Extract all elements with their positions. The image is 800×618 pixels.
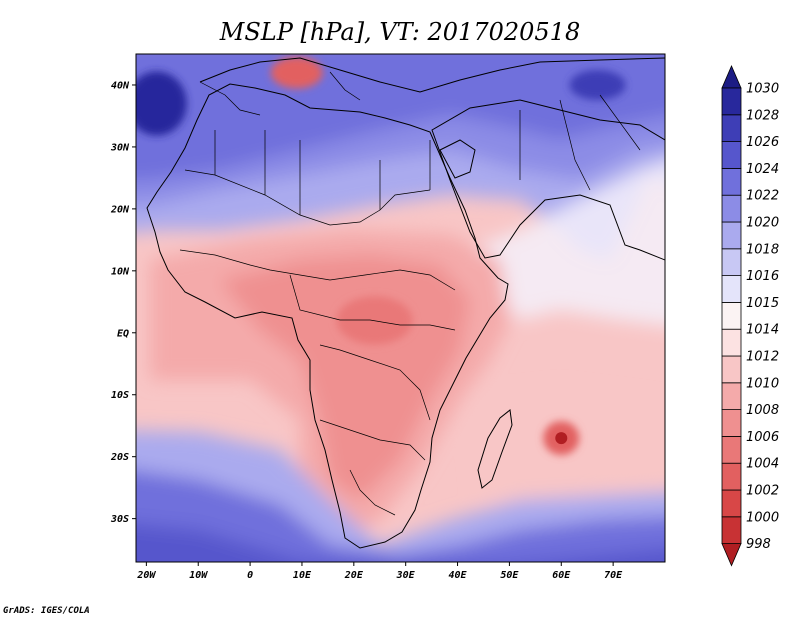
colorbar-swatch xyxy=(721,194,742,223)
x-tick-label: 0 xyxy=(247,570,253,581)
colorbar-label: 1024 xyxy=(746,162,779,177)
x-tick-label: 10E xyxy=(293,570,312,581)
pressure-field xyxy=(136,54,665,562)
chart-title: MSLP [hPa], VT: 2017020518 xyxy=(219,18,580,46)
colorbar-swatch xyxy=(721,301,742,330)
y-tick-label: 40N xyxy=(111,80,130,91)
feature-north-atlantic-high xyxy=(136,71,187,136)
asia-coastline xyxy=(431,99,665,261)
field-band-arabian-sea-1015 xyxy=(470,161,665,326)
field-band-north-1024 xyxy=(136,54,665,180)
border-sahel xyxy=(179,249,456,291)
y-tick-label: EQ xyxy=(117,328,129,339)
y-tick-label: 30S xyxy=(110,514,129,525)
coastlines xyxy=(146,57,665,549)
colorbar-swatch xyxy=(721,87,742,116)
colorbar-label: 1006 xyxy=(746,430,779,445)
border-middle-east xyxy=(519,94,641,191)
africa-coastline xyxy=(146,83,509,549)
colorbar: 998 1000 1002 1004 1006 1008 1010 1012 1014 1015 1… xyxy=(721,64,779,567)
y-tick-label: 20N xyxy=(110,204,130,215)
colorbar-swatch xyxy=(721,435,742,464)
y-tick-label: 30N xyxy=(110,142,130,153)
colorbar-swatch xyxy=(721,409,742,437)
border-southern-africa xyxy=(319,419,426,461)
colorbar-bottom-triangle xyxy=(721,543,742,567)
border-europe xyxy=(199,71,361,116)
colorbar-label: 998 xyxy=(746,537,771,552)
colorbar-label: 1016 xyxy=(746,269,779,284)
x-tick-label: 50E xyxy=(500,570,519,581)
credit-text: GrADS: IGES/COLA xyxy=(3,606,90,616)
plot-frame xyxy=(135,53,666,563)
x-tick-label: 20E xyxy=(344,570,364,581)
feature-mediterranean-low xyxy=(270,56,323,89)
x-tick-label: 70E xyxy=(604,570,623,581)
field-band-south-1026 xyxy=(136,523,665,562)
border-congo xyxy=(319,344,431,421)
colorbar-swatch xyxy=(721,141,742,169)
feature-tropical-low-center xyxy=(555,432,568,445)
country-borders xyxy=(179,71,641,516)
eastern-mediterranean-coastline xyxy=(439,139,476,179)
border-maghreb xyxy=(214,130,431,215)
colorbar-swatch xyxy=(721,275,742,303)
border-sahara xyxy=(184,169,431,226)
colorbar-label: 1020 xyxy=(746,216,779,231)
colorbar-label: 1026 xyxy=(746,135,779,150)
field-band-south-1024 xyxy=(136,470,665,562)
feature-central-asia-high xyxy=(569,69,626,100)
colorbar-label: 1018 xyxy=(746,242,779,257)
europe-coastline xyxy=(199,57,665,93)
colorbar-swatch xyxy=(721,355,742,384)
colorbar-swatch xyxy=(721,489,742,518)
x-tick-label: 30E xyxy=(396,570,416,581)
colorbar-label: 1002 xyxy=(746,484,779,499)
y-tick-label: 20S xyxy=(110,452,129,463)
border-south-africa xyxy=(349,469,396,516)
colorbar-label: 1012 xyxy=(746,350,779,365)
colorbar-label: 1008 xyxy=(746,403,779,418)
colorbar-swatch xyxy=(721,167,742,196)
colorbar-label: 1030 xyxy=(746,82,779,97)
colorbar-label: 1014 xyxy=(746,323,779,338)
colorbar-label: 1004 xyxy=(746,457,779,472)
colorbar-swatch xyxy=(721,462,742,491)
y-tick-label: 10S xyxy=(111,390,129,401)
feature-congo-basin-low xyxy=(336,296,413,345)
colorbar-swatch xyxy=(721,114,742,143)
colorbar-label: 1000 xyxy=(746,510,779,525)
colorbar-label: 1010 xyxy=(746,376,779,391)
colorbar-swatch xyxy=(721,516,742,544)
axes: 20W 10W 0 10E 20E 30E 40E 50E 60E 70E 40N 30N 20N 10N… xyxy=(110,80,623,581)
colorbar-swatch xyxy=(721,248,742,277)
colorbar-swatch xyxy=(721,221,742,250)
colorbar-swatch xyxy=(721,328,742,357)
colorbar-label: 1015 xyxy=(746,296,779,311)
colorbar-swatch xyxy=(721,382,742,410)
x-tick-label: 60E xyxy=(552,570,571,581)
colorbar-label: 1022 xyxy=(746,189,779,204)
colorbar-top-triangle xyxy=(721,64,742,89)
colorbar-label: 1028 xyxy=(746,108,779,123)
x-tick-label: 40E xyxy=(449,570,468,581)
madagascar-coastline xyxy=(477,409,513,489)
y-tick-label: 10N xyxy=(111,266,130,277)
x-tick-label: 10W xyxy=(189,570,208,581)
x-tick-label: 20W xyxy=(136,570,156,581)
border-central-africa xyxy=(289,274,456,331)
